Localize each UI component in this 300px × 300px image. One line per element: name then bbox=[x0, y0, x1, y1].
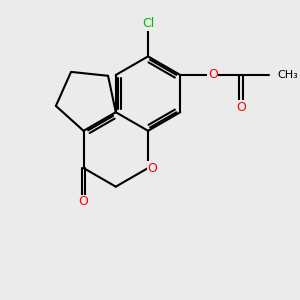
Text: O: O bbox=[208, 68, 218, 82]
Text: O: O bbox=[236, 101, 246, 114]
Text: Cl: Cl bbox=[142, 17, 154, 30]
Text: O: O bbox=[147, 161, 157, 175]
Text: O: O bbox=[79, 195, 88, 208]
Text: CH₃: CH₃ bbox=[278, 70, 298, 80]
